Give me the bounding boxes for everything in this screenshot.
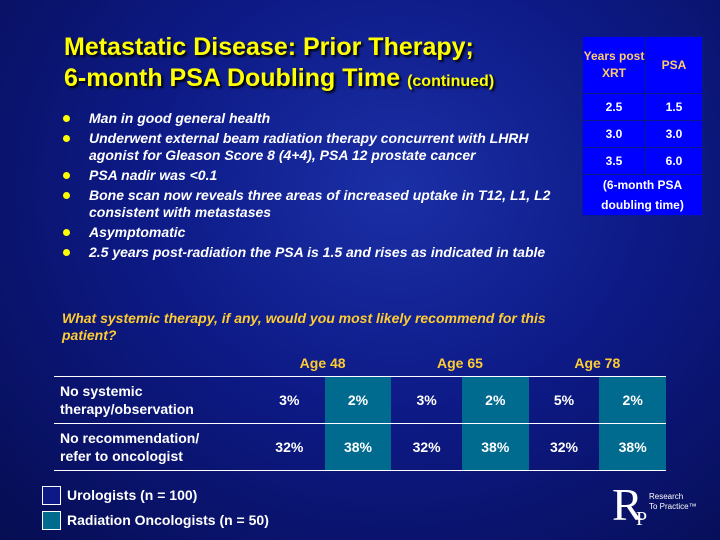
row-label: No recommendation/ refer to oncologist xyxy=(54,423,254,471)
bullet-text: Man in good general health xyxy=(89,110,271,126)
psa-footer-line-2: doubling time) xyxy=(601,198,684,212)
row-label-line-2: refer to oncologist xyxy=(60,448,183,464)
psa-header-years: Years post XRT xyxy=(582,36,646,94)
bullet-text: Bone scan now reveals three areas of inc… xyxy=(89,187,551,220)
urologist-value: 32% xyxy=(253,423,325,471)
bullet-text: Asymptomatic xyxy=(89,224,186,240)
urologist-value: 5% xyxy=(528,376,600,424)
psa-cell-psa: 6.0 xyxy=(645,147,703,175)
legend-label: Radiation Oncologists (n = 50) xyxy=(67,512,269,528)
rad-onc-value: 38% xyxy=(461,423,529,471)
bullet-dot-icon xyxy=(63,172,70,179)
results-corner xyxy=(54,349,254,377)
research-to-practice-logo: R P Research To Practice™ xyxy=(612,479,712,530)
table-row: No recommendation/ refer to oncologist 3… xyxy=(54,423,666,471)
logo-text-line-1: Research xyxy=(649,492,684,501)
bullet-item: PSA nadir was <0.1 xyxy=(62,167,622,184)
rad-onc-value: 2% xyxy=(324,376,392,424)
psa-cell-years: 3.5 xyxy=(582,147,646,175)
age-header: Age 78 xyxy=(528,349,666,377)
logo-letter-p: P xyxy=(636,508,648,530)
psa-cell-psa: 3.0 xyxy=(645,120,703,148)
psa-cell-years: 2.5 xyxy=(582,93,646,121)
bullet-text: PSA nadir was <0.1 xyxy=(89,167,218,183)
psa-table: Years post XRT PSA 2.5 1.5 3.0 3.0 3.5 6… xyxy=(582,36,703,216)
row-label-line-2: therapy/observation xyxy=(60,401,194,417)
logo-text-line-2: To Practice™ xyxy=(649,502,697,511)
psa-footer-line-1: (6-month PSA xyxy=(602,178,683,192)
bullet-item: 2.5 years post-radiation the PSA is 1.5 … xyxy=(62,244,622,261)
row-label: No systemic therapy/observation xyxy=(54,376,254,424)
results-table: Age 48 Age 65 Age 78 No systemic therapy… xyxy=(54,349,666,471)
slide-title: Metastatic Disease: Prior Therapy; 6-mon… xyxy=(64,32,584,97)
bullet-item: Asymptomatic xyxy=(62,224,622,241)
legend-swatch-radiation-oncologists xyxy=(42,511,61,530)
urologist-value: 3% xyxy=(253,376,325,424)
psa-table-footer: (6-month PSA doubling time) xyxy=(582,174,703,216)
age-header: Age 65 xyxy=(391,349,529,377)
psa-cell-years: 3.0 xyxy=(582,120,646,148)
urologist-value: 3% xyxy=(391,376,462,424)
title-line-2-main: 6-month PSA Doubling Time xyxy=(64,64,401,92)
title-line-2: 6-month PSA Doubling Time (continued) xyxy=(64,63,584,97)
legend-label: Urologists (n = 100) xyxy=(67,487,198,503)
title-line-1: Metastatic Disease: Prior Therapy; xyxy=(64,33,474,61)
bullet-dot-icon xyxy=(63,135,70,142)
rad-onc-value: 2% xyxy=(599,376,666,424)
bullet-dot-icon xyxy=(63,229,70,236)
bullet-dot-icon xyxy=(63,192,70,199)
bullet-item: Underwent external beam radiation therap… xyxy=(62,130,622,164)
bullet-item: Man in good general health xyxy=(62,110,622,127)
urologist-value: 32% xyxy=(391,423,462,471)
logo-letter-r: R xyxy=(612,479,643,530)
rad-onc-value: 38% xyxy=(599,423,666,471)
logo-text: Research To Practice™ xyxy=(649,492,697,512)
bullet-text: 2.5 years post-radiation the PSA is 1.5 … xyxy=(89,244,546,260)
survey-question: What systemic therapy, if any, would you… xyxy=(62,310,546,343)
urologist-value: 32% xyxy=(528,423,600,471)
table-row: No systemic therapy/observation 3% 2% 3%… xyxy=(54,376,666,424)
legend-swatch-urologists xyxy=(42,486,61,505)
row-label-line-1: No recommendation/ xyxy=(60,430,200,446)
bullet-item: Bone scan now reveals three areas of inc… xyxy=(62,187,622,221)
bullet-dot-icon xyxy=(63,115,70,122)
bullet-dot-icon xyxy=(63,249,70,256)
bullet-text: Underwent external beam radiation therap… xyxy=(89,130,529,163)
psa-cell-psa: 1.5 xyxy=(645,93,703,121)
rad-onc-value: 2% xyxy=(461,376,529,424)
row-label-line-1: No systemic xyxy=(60,383,143,399)
age-header: Age 48 xyxy=(253,349,392,377)
psa-header-psa: PSA xyxy=(645,36,703,94)
title-continued: (continued) xyxy=(407,73,495,90)
rad-onc-value: 38% xyxy=(324,423,392,471)
case-bullets: Man in good general health Underwent ext… xyxy=(62,110,622,264)
